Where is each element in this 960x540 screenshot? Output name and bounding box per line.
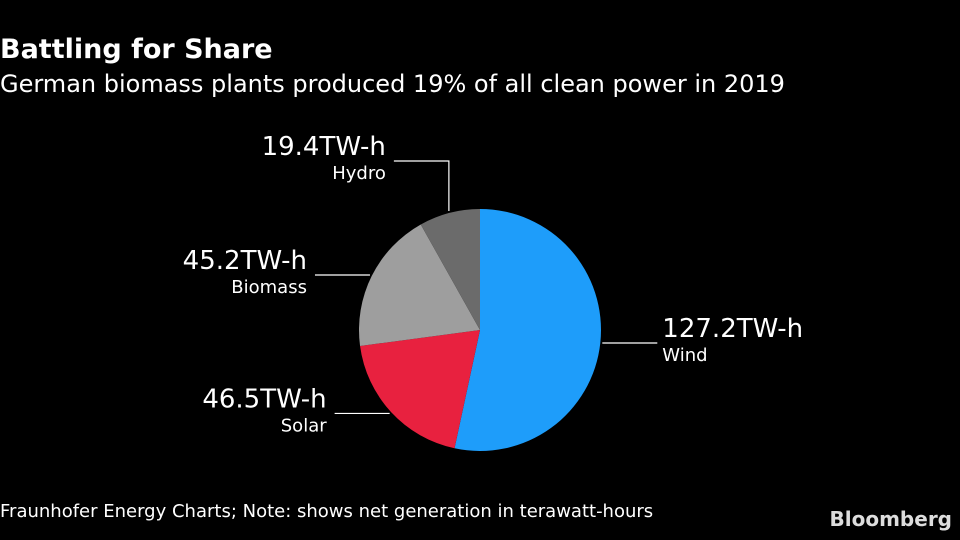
chart-title: Battling for Share xyxy=(0,34,273,65)
value-label: 127.2TW-h xyxy=(662,314,803,344)
category-label: Biomass xyxy=(231,277,307,298)
pie-slice xyxy=(360,330,480,449)
value-label: 45.2TW-h xyxy=(183,246,307,276)
category-label: Wind xyxy=(662,345,707,366)
pie-slice xyxy=(359,224,480,346)
category-label: Solar xyxy=(281,415,327,436)
value-label: 19.4TW-h xyxy=(262,132,386,162)
logo: Bloomberg xyxy=(830,507,952,531)
category-label: Hydro xyxy=(332,163,386,184)
leader-line xyxy=(393,160,450,212)
pie-slice xyxy=(454,209,602,451)
chart-subtitle: German biomass plants produced 19% of al… xyxy=(0,70,785,98)
value-label: 46.5TW-h xyxy=(202,384,326,414)
source-note: Fraunhofer Energy Charts; Note: shows ne… xyxy=(0,501,653,522)
pie-slice xyxy=(420,209,480,330)
